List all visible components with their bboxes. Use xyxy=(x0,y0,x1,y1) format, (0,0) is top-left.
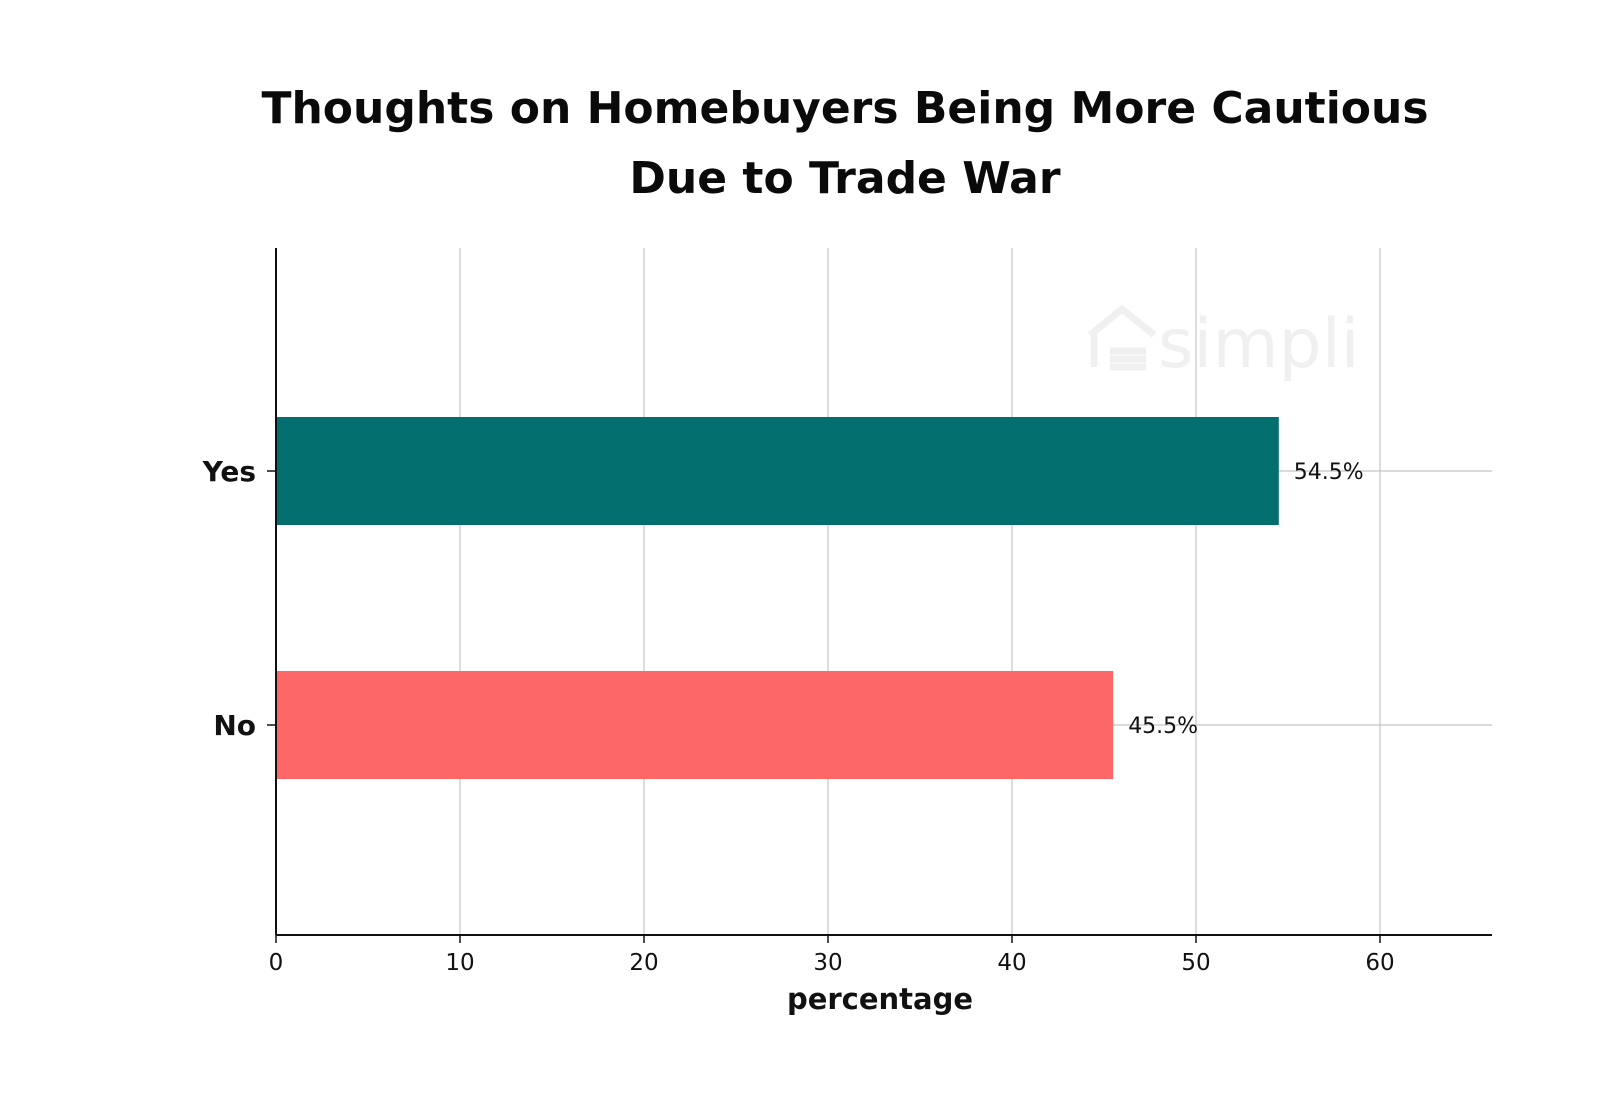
x-tick-label: 30 xyxy=(813,950,842,976)
category-label-no: No xyxy=(213,709,256,742)
labels: 54.5% Yes 45.5% No 0 10 20 30 40 50 60 xyxy=(202,455,1395,976)
category-label-yes: Yes xyxy=(202,455,256,488)
watermark-logo: simpli xyxy=(1087,304,1360,384)
house-logo-icon xyxy=(1087,304,1157,371)
x-axis-title: percentage xyxy=(787,982,973,1016)
data-label-no: 45.5% xyxy=(1128,714,1198,739)
bars xyxy=(276,417,1279,779)
x-tick-label: 20 xyxy=(629,950,658,976)
chart-title-line-2: Due to Trade War xyxy=(629,153,1060,204)
bar-yes xyxy=(276,417,1279,525)
x-tick-label: 60 xyxy=(1365,950,1394,976)
watermark-text: simpli xyxy=(1158,305,1360,384)
x-tick-label: 0 xyxy=(269,950,284,976)
x-tick-label: 40 xyxy=(997,950,1026,976)
data-label-yes: 54.5% xyxy=(1294,460,1364,485)
chart-title-line-1: Thoughts on Homebuyers Being More Cautio… xyxy=(261,83,1428,134)
bar-no xyxy=(276,671,1114,779)
x-tick-label: 50 xyxy=(1181,950,1210,976)
x-tick-label: 10 xyxy=(445,950,474,976)
axes xyxy=(267,248,1492,943)
